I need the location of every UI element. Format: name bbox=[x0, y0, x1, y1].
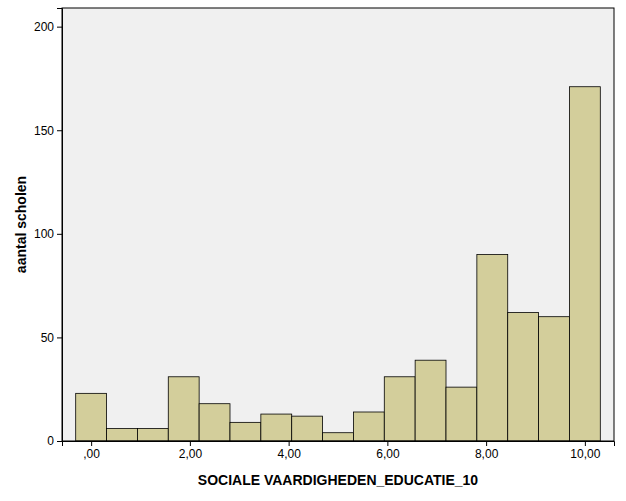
x-tick: 4,00 bbox=[277, 441, 301, 461]
bar bbox=[446, 387, 477, 441]
y-tick-mark bbox=[57, 130, 62, 131]
x-axis: ,00 2,00 4,00 6,00 8,00 10,00 bbox=[63, 441, 615, 461]
y-tick-label: 0 bbox=[47, 434, 54, 448]
bar bbox=[384, 377, 415, 441]
y-axis-title: aantal scholen bbox=[13, 176, 29, 273]
bar bbox=[76, 393, 107, 441]
y-tick-label: 50 bbox=[41, 331, 55, 345]
bar bbox=[199, 404, 230, 441]
x-tick: ,00 bbox=[83, 441, 100, 461]
plot-frame bbox=[62, 8, 614, 441]
y-tick-label: 100 bbox=[34, 227, 54, 241]
chart: ,00 2,00 4,00 6,00 8,00 10,00 0 50 100 150 200 SOCI… bbox=[0, 0, 626, 501]
x-tick-mark bbox=[190, 441, 191, 446]
x-tick: 10,00 bbox=[570, 441, 600, 461]
x-tick-label: 6,00 bbox=[376, 447, 400, 461]
bar bbox=[261, 414, 292, 441]
y-tick: 150 bbox=[34, 124, 62, 138]
x-axis-title: SOCIALE VAARDIGHEDEN_EDUCATIE_10 bbox=[198, 472, 479, 488]
y-tick-label: 150 bbox=[34, 124, 54, 138]
bar bbox=[292, 416, 323, 441]
plot-background bbox=[62, 8, 614, 441]
y-tick-mark bbox=[57, 337, 62, 338]
y-tick: 200 bbox=[34, 20, 62, 34]
x-axis-line bbox=[63, 442, 615, 447]
bar bbox=[508, 313, 539, 441]
y-axis: 0 50 100 150 200 bbox=[34, 9, 63, 449]
y-tick-mark bbox=[57, 441, 62, 442]
y-tick: 0 bbox=[47, 434, 62, 448]
x-tick: 8,00 bbox=[475, 441, 499, 461]
bar bbox=[539, 317, 570, 441]
bar bbox=[415, 360, 446, 441]
y-axis-line bbox=[57, 9, 63, 442]
x-tick-label: ,00 bbox=[83, 447, 100, 461]
x-tick: 6,00 bbox=[376, 441, 400, 461]
bar bbox=[353, 412, 384, 441]
bar bbox=[168, 377, 199, 441]
y-tick-label: 200 bbox=[34, 20, 54, 34]
plot: ,00 2,00 4,00 6,00 8,00 10,00 0 50 100 150 200 bbox=[34, 8, 615, 461]
bar bbox=[137, 429, 168, 441]
y-tick-mark bbox=[57, 234, 62, 235]
y-tick: 50 bbox=[41, 331, 62, 345]
x-tick-label: 10,00 bbox=[570, 447, 600, 461]
bar bbox=[230, 422, 261, 441]
bar bbox=[107, 429, 138, 441]
bar bbox=[569, 87, 600, 441]
x-tick-mark bbox=[91, 441, 92, 446]
bar bbox=[323, 433, 354, 441]
bars bbox=[76, 87, 601, 441]
x-tick-mark bbox=[486, 441, 487, 446]
y-tick: 100 bbox=[34, 227, 62, 241]
x-tick-mark bbox=[585, 441, 586, 446]
bar bbox=[477, 255, 508, 441]
x-tick-label: 4,00 bbox=[277, 447, 301, 461]
x-tick-mark bbox=[387, 441, 388, 446]
y-tick-mark bbox=[57, 27, 62, 28]
x-tick-mark bbox=[289, 441, 290, 446]
x-tick: 2,00 bbox=[179, 441, 203, 461]
x-tick-label: 8,00 bbox=[475, 447, 499, 461]
x-tick-label: 2,00 bbox=[179, 447, 203, 461]
